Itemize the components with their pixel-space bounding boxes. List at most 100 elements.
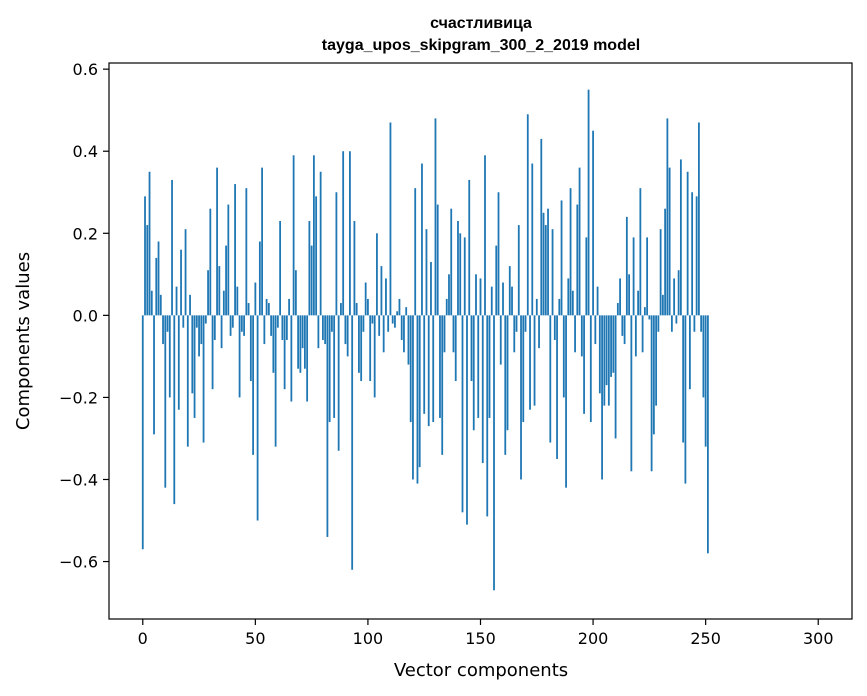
bar-120 <box>412 315 414 480</box>
bar-35 <box>220 315 223 349</box>
bar-122 <box>416 315 419 484</box>
bar-58 <box>272 315 275 373</box>
bar-210 <box>614 315 617 439</box>
bar-70 <box>299 315 302 373</box>
bar-82 <box>326 315 329 537</box>
bar-150 <box>479 278 482 316</box>
bar-8 <box>159 294 162 316</box>
bar-96 <box>358 315 360 373</box>
bar-105 <box>378 315 381 336</box>
bar-68 <box>294 270 297 316</box>
bar-50 <box>254 282 257 316</box>
bar-189 <box>567 278 570 316</box>
bar-113 <box>396 311 399 316</box>
bar-1 <box>144 196 146 316</box>
bar-18 <box>182 315 185 328</box>
bar-246 <box>695 196 698 316</box>
bar-185 <box>558 298 561 316</box>
bar-236 <box>673 278 676 316</box>
bar-0 <box>141 315 144 550</box>
bar-81 <box>324 315 327 345</box>
bar-250 <box>704 315 707 447</box>
bars-group <box>141 89 709 591</box>
bar-202 <box>596 286 599 316</box>
bar-240 <box>682 315 685 443</box>
bar-21 <box>189 294 191 316</box>
bar-51 <box>256 315 259 521</box>
bar-107 <box>382 315 385 353</box>
bar-194 <box>578 167 581 316</box>
bar-140 <box>457 220 459 316</box>
bar-112 <box>394 315 396 328</box>
bar-94 <box>353 220 356 316</box>
bar-142 <box>461 315 464 513</box>
bar-74 <box>308 220 311 316</box>
bar-24 <box>195 315 198 328</box>
bar-229 <box>657 315 660 332</box>
bar-220 <box>637 290 640 316</box>
bar-28 <box>204 315 207 324</box>
bar-111 <box>391 315 394 324</box>
bar-92 <box>349 151 351 316</box>
bar-152 <box>484 155 486 316</box>
bar-225 <box>648 315 651 320</box>
bar-163 <box>508 266 511 316</box>
bar-215 <box>625 216 628 316</box>
bar-182 <box>551 229 554 316</box>
plot-frame <box>108 62 853 620</box>
bar-109 <box>387 315 390 332</box>
bar-193 <box>576 204 579 316</box>
bar-79 <box>319 171 322 316</box>
bar-213 <box>621 315 624 336</box>
bar-38 <box>227 204 230 316</box>
bar-12 <box>168 315 171 398</box>
bar-187 <box>562 315 565 398</box>
bar-114 <box>398 298 401 316</box>
bar-27 <box>202 315 205 443</box>
bar-40 <box>231 315 234 328</box>
bar-245 <box>693 315 696 332</box>
bar-141 <box>459 233 462 316</box>
bar-85 <box>333 315 336 418</box>
bar-174 <box>533 315 536 406</box>
bar-147 <box>472 315 475 431</box>
bar-181 <box>549 315 552 443</box>
bar-45 <box>243 315 245 336</box>
x-tick-label: 300 <box>803 629 834 648</box>
bar-2 <box>146 225 149 316</box>
bar-129 <box>432 315 435 423</box>
bar-22 <box>191 315 194 394</box>
bar-123 <box>418 315 421 468</box>
bar-224 <box>646 237 649 316</box>
bar-153 <box>486 315 489 517</box>
bar-43 <box>238 315 241 398</box>
bar-149 <box>477 315 480 418</box>
bar-29 <box>207 270 209 316</box>
bar-241 <box>684 315 687 484</box>
bar-248 <box>700 315 703 332</box>
bar-57 <box>270 315 273 336</box>
bar-214 <box>623 315 626 345</box>
bar-91 <box>346 315 349 357</box>
bar-3 <box>148 171 151 316</box>
bar-42 <box>236 286 239 316</box>
bar-78 <box>317 315 320 349</box>
bar-162 <box>506 315 509 431</box>
bar-98 <box>362 315 365 332</box>
bar-90 <box>344 315 347 345</box>
bar-36 <box>222 290 225 316</box>
bar-192 <box>574 315 576 353</box>
bar-208 <box>610 315 612 377</box>
bar-209 <box>612 315 615 373</box>
bar-137 <box>450 208 453 316</box>
bar-156 <box>493 315 495 591</box>
bar-71 <box>301 315 304 349</box>
bar-44 <box>240 315 243 332</box>
bar-65 <box>288 298 291 316</box>
bar-219 <box>634 315 637 357</box>
bar-159 <box>499 315 502 365</box>
bar-228 <box>655 315 658 406</box>
bar-218 <box>632 237 635 316</box>
bar-201 <box>594 315 597 345</box>
bar-87 <box>337 315 340 451</box>
